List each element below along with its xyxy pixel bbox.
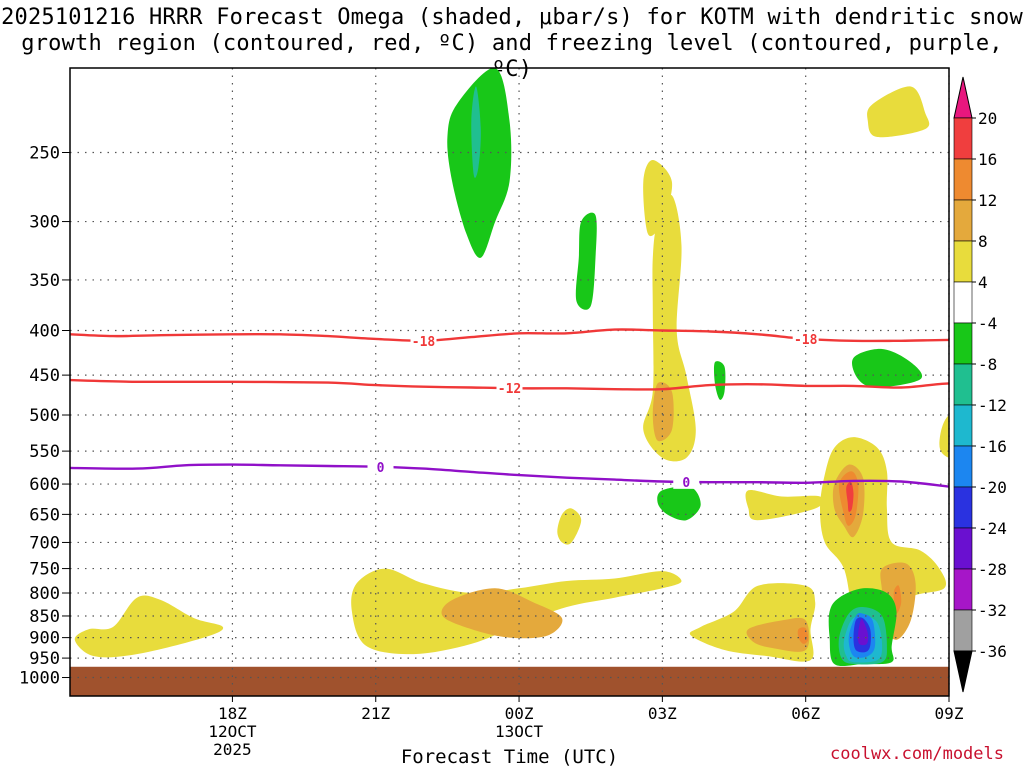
y-tick-label: 600: [29, 475, 60, 495]
contour-label-bg: [410, 333, 437, 348]
x-tick-label: 09Z: [935, 704, 964, 723]
y-tick-label: 950: [29, 649, 60, 669]
colorbar-swatch: [953, 158, 973, 201]
colorbar-swatch: [953, 404, 973, 447]
colorbar-label: 8: [978, 232, 988, 251]
x-tick-label: 03Z: [648, 704, 677, 723]
y-tick-label: 400: [29, 322, 60, 342]
y-tick-label: 800: [29, 584, 60, 604]
omega-region: [447, 68, 512, 258]
colorbar-label: 4: [978, 273, 988, 292]
colorbar-swatch: [953, 609, 973, 652]
y-tick-label: 700: [29, 533, 60, 553]
colorbar-swatch: [953, 527, 973, 570]
colorbar-label: -28: [978, 560, 1007, 579]
colorbar-label: -36: [978, 642, 1007, 661]
contour--18: [70, 328, 949, 343]
colorbar-label: -20: [978, 478, 1007, 497]
omega-region: [74, 595, 224, 658]
contour-label: 0: [377, 461, 385, 476]
omega-region: [471, 86, 481, 178]
chart-title-line-1: 2025101216 HRRR Forecast Omega (shaded, …: [1, 5, 1023, 30]
omega-region: [575, 212, 597, 310]
y-tick-label: 750: [29, 560, 60, 580]
x-axis-label: Forecast Time (UTC): [401, 746, 618, 768]
colorbar-label: -24: [978, 519, 1007, 538]
colorbar-label: -8: [978, 355, 997, 374]
colorbar-label: 20: [978, 109, 997, 128]
x-tick-label: 18Z: [218, 704, 247, 723]
axes: 2503003504004505005506006507007508008509…: [19, 67, 964, 768]
omega-region: [652, 381, 674, 442]
y-tick-label: 850: [29, 607, 60, 627]
credit-link[interactable]: coolwx.com/models: [830, 744, 1004, 764]
omega-region: [851, 348, 923, 388]
y-tick-label: 900: [29, 629, 60, 649]
y-tick-label: 250: [29, 144, 60, 164]
contour-label: -18: [794, 333, 818, 348]
x-tick-label: 21Z: [361, 704, 390, 723]
colorbar-label: -12: [978, 396, 1007, 415]
omega-region: [939, 415, 949, 458]
omega-region: [846, 481, 854, 512]
contour-label: -18: [412, 335, 436, 350]
colorbar-label: 12: [978, 191, 997, 210]
colorbar-label: 16: [978, 150, 997, 169]
colorbar-swatch: [953, 199, 973, 242]
contour-label: -12: [498, 382, 521, 397]
x-tick-label: 00Z: [505, 704, 534, 723]
colorbar-label: -16: [978, 437, 1007, 456]
contour-label-bg: [367, 459, 394, 474]
contour-label-bg: [496, 381, 523, 396]
y-tick-label: 550: [29, 442, 60, 462]
colorbar-swatch: [953, 363, 973, 406]
contour-0: [70, 463, 949, 488]
y-tick-label: 500: [29, 406, 60, 426]
colorbar-swatch: [953, 117, 973, 160]
y-tick-label: 350: [29, 271, 60, 291]
y-tick-label: 1000: [19, 669, 60, 689]
omega-region: [657, 486, 701, 521]
plot-frame: [69, 67, 950, 697]
colorbar-swatch: [953, 281, 973, 324]
chart-title-line-2: growth region (contoured, red, ºC) and f…: [21, 31, 1003, 82]
omega-region: [858, 618, 869, 646]
omega-shading: [74, 68, 949, 667]
contour--12: [70, 378, 949, 391]
colorbar-top-arrow: [953, 76, 973, 119]
y-tick-label: 450: [29, 366, 60, 386]
terrain-fill: [70, 666, 949, 696]
colorbar-swatch: [953, 486, 973, 529]
contour-label-bg: [673, 474, 700, 489]
colorbar-swatch: [953, 322, 973, 365]
omega-region: [713, 361, 726, 400]
omega-region: [746, 617, 810, 652]
y-tick-label: 300: [29, 213, 60, 233]
colorbar: 20 16 12 8 4 -4 -8 -12 -16 -20 -24 -28 -32 -36: [953, 76, 1007, 693]
colorbar-label: -32: [978, 601, 1007, 620]
omega-region: [643, 160, 673, 237]
y-tick-label: 650: [29, 505, 60, 525]
x-tick-sublabel: 13OCT: [495, 722, 544, 741]
contour-label-bg: [792, 331, 819, 346]
ground-terrain: [70, 666, 949, 696]
omega-region: [745, 489, 824, 521]
colorbar-label: -4: [978, 314, 997, 333]
x-tick-sublabel: 12OCT: [208, 722, 257, 741]
colorbar-swatch: [953, 445, 973, 488]
x-tick-label: 06Z: [791, 704, 820, 723]
omega-region: [557, 508, 582, 545]
colorbar-swatch: [953, 568, 973, 611]
contour-label: 0: [682, 476, 690, 491]
colorbar-swatch: [953, 240, 973, 283]
colorbar-bottom-arrow: [953, 650, 973, 693]
omega-region: [867, 86, 930, 138]
omega-region: [441, 588, 563, 639]
x-tick-sublabel: 2025: [213, 740, 252, 759]
